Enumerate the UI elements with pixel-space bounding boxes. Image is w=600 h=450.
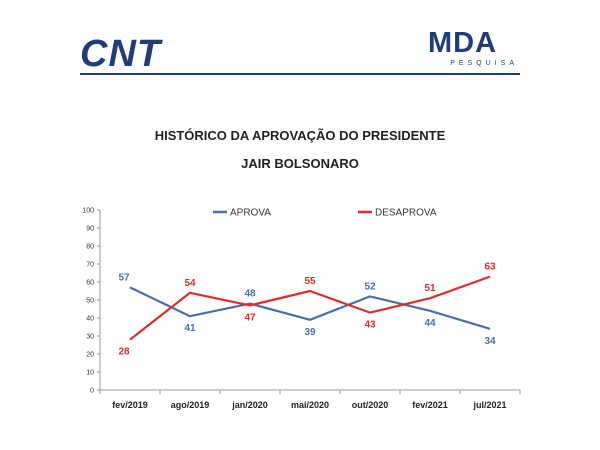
- x-category-label: jan/2020: [231, 400, 268, 410]
- y-tick-label: 40: [86, 316, 94, 323]
- y-tick-label: 50: [86, 298, 94, 305]
- header: CNT MDA PESQUISA: [0, 0, 600, 80]
- data-label-desaprova: 47: [244, 312, 256, 323]
- y-tick-label: 10: [86, 370, 94, 377]
- data-label-aprova: 44: [424, 318, 436, 329]
- x-category-label: fev/2021: [412, 400, 448, 410]
- y-tick-label: 30: [86, 334, 94, 341]
- chart-title-line1: HISTÓRICO DA APROVAÇÃO DO PRESIDENTE: [154, 128, 446, 143]
- y-tick-label: 60: [86, 280, 94, 287]
- cnt-logo: CNT: [80, 33, 162, 75]
- data-label-aprova: 57: [118, 272, 130, 283]
- chart-title-line2: JAIR BOLSONARO: [241, 156, 359, 171]
- y-tick-label: 70: [86, 262, 94, 269]
- y-tick-label: 80: [86, 244, 94, 251]
- mda-logo-subtext: PESQUISA: [450, 60, 518, 67]
- data-label-desaprova: 28: [118, 347, 130, 358]
- data-label-desaprova: 43: [364, 320, 376, 331]
- mda-logo: MDA PESQUISA: [428, 28, 518, 67]
- data-label-aprova: 34: [484, 336, 496, 347]
- y-tick-label: 20: [86, 352, 94, 359]
- x-category-label: fev/2019: [112, 400, 148, 410]
- x-category-label: jul/2021: [472, 400, 506, 410]
- data-label-desaprova: 63: [484, 262, 496, 273]
- y-tick-label: 90: [86, 226, 94, 233]
- mda-logo-text: MDA: [428, 27, 498, 59]
- y-tick-label: 0: [90, 388, 94, 395]
- series-line-desaprova: [129, 275, 491, 341]
- y-tick-label: 100: [82, 208, 94, 215]
- x-category-label: mai/2020: [291, 400, 329, 410]
- x-category-label: ago/2019: [171, 400, 210, 410]
- data-label-aprova: 39: [304, 327, 316, 338]
- data-label-desaprova: 55: [304, 276, 316, 287]
- data-label-aprova: 48: [244, 289, 256, 300]
- header-divider: [80, 73, 520, 75]
- legend-label-aprova: APROVA: [230, 208, 271, 219]
- legend-label-desaprova: DESAPROVA: [375, 208, 437, 219]
- series-line-aprova: [129, 286, 491, 330]
- data-label-desaprova: 51: [424, 283, 436, 294]
- x-category-label: out/2020: [352, 400, 389, 410]
- data-label-aprova: 52: [364, 281, 376, 292]
- data-label-desaprova: 54: [184, 278, 196, 289]
- data-label-aprova: 41: [184, 323, 196, 334]
